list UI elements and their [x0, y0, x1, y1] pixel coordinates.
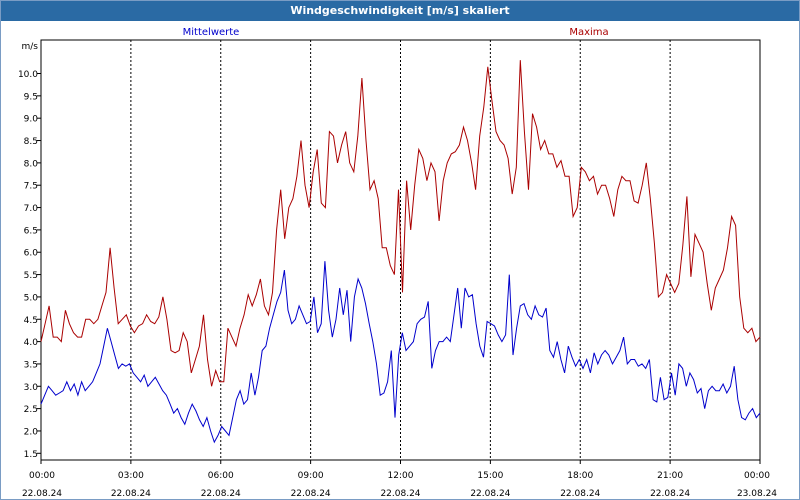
x-tick-time: 18:00	[567, 471, 593, 481]
x-tick-time: 03:00	[118, 471, 144, 481]
y-tick-label: 2.0	[24, 427, 39, 437]
series-line-maxima	[40, 60, 761, 387]
x-tick-time: 09:00	[298, 471, 324, 481]
x-tick-date: 22.08.24	[650, 489, 690, 499]
y-tick-label: 9.5	[24, 92, 38, 102]
y-tick-label: 5.5	[24, 271, 38, 281]
legend-label: Maxima	[569, 27, 608, 38]
y-tick-label: 9.0	[24, 115, 39, 125]
x-tick-date: 23.08.24	[737, 489, 777, 499]
chart-title: Windgeschwindigkeit [m/s] skaliert	[1, 1, 799, 21]
x-tick-time: 12:00	[388, 471, 414, 481]
x-tick-time: 00:00	[744, 471, 770, 481]
x-tick-date: 22.08.24	[111, 489, 151, 499]
y-axis-label: m/s	[22, 42, 39, 52]
y-tick-label: 8.5	[24, 137, 38, 147]
y-tick-label: 8.0	[24, 159, 39, 169]
x-tick-time: 15:00	[477, 471, 503, 481]
x-tick-date: 22.08.24	[22, 489, 62, 499]
y-tick-label: 7.5	[24, 182, 38, 192]
y-tick-label: 4.0	[24, 338, 39, 348]
x-tick-time: 00:00	[29, 471, 55, 481]
x-tick-time: 06:00	[208, 471, 234, 481]
legend-label: Mittelwerte	[183, 27, 240, 38]
x-tick-date: 22.08.24	[560, 489, 600, 499]
y-tick-label: 10.0	[18, 70, 38, 80]
y-tick-label: 3.5	[24, 360, 38, 370]
y-tick-label: 6.5	[24, 226, 38, 236]
x-tick-date: 22.08.24	[291, 489, 331, 499]
series-line-mittelwerte	[40, 261, 761, 444]
x-tick-date: 22.08.24	[201, 489, 241, 499]
x-tick-time: 21:00	[657, 471, 683, 481]
y-tick-label: 7.0	[24, 204, 39, 214]
y-tick-label: 4.5	[24, 316, 38, 326]
x-tick-date: 22.08.24	[470, 489, 510, 499]
y-tick-label: 6.0	[24, 249, 39, 259]
chart-area: 1.5 2.0 2.5 3.0 3.5 4.0 4.5 5.0 5.5 6.0 6.5 7.0 7.5 8…	[18, 27, 777, 499]
y-tick-label: 2.5	[24, 405, 38, 415]
y-tick-label: 5.0	[24, 293, 39, 303]
y-tick-label: 3.0	[24, 383, 39, 393]
y-tick-label: 1.5	[24, 450, 38, 460]
x-tick-date: 22.08.24	[380, 489, 420, 499]
